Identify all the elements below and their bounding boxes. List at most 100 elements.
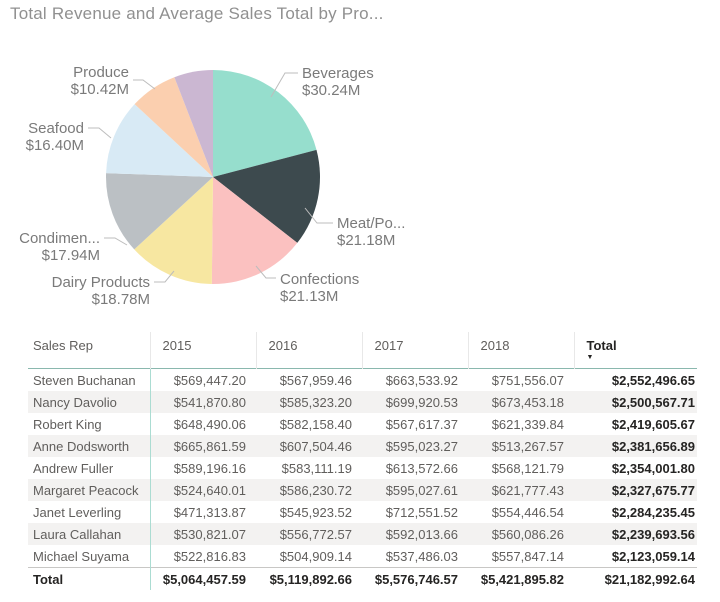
column-header-2018[interactable]: 2018 — [467, 332, 574, 369]
value-cell[interactable]: $583,111.19 — [281, 460, 352, 476]
pie-label-leader-line — [304, 207, 333, 224]
column-header-2015[interactable]: 2015 — [149, 332, 256, 369]
pie-slice-condimen[interactable] — [106, 173, 213, 250]
pie-slice-label: Produce $10.42M — [71, 64, 129, 98]
value-cell[interactable]: $545,923.52 — [279, 504, 352, 520]
pie-slice-label: Condimen... $17.94M — [19, 230, 100, 264]
value-cell[interactable]: $541,870.80 — [173, 394, 246, 410]
value-cell[interactable]: $613,572.66 — [385, 460, 458, 476]
pie-label-leader-line — [88, 127, 112, 139]
value-cell: $5,064,457.59 — [150, 567, 256, 590]
value-cell[interactable]: $648,490.06 — [173, 416, 246, 432]
table-header-row: Sales Rep 2015 2016 2017 2018 Total ▼ — [28, 332, 697, 369]
table-row: Robert King $648,490.06 $582,158.40 $567,61… — [28, 413, 697, 435]
value-cell[interactable]: $699,920.53 — [385, 394, 458, 410]
value-cell[interactable]: $2,381,656.89 — [611, 438, 695, 454]
sales-table: Sales Rep 2015 2016 2017 2018 Total ▼ Steven B… — [28, 332, 697, 590]
sales-rep-name[interactable]: Nancy Davolio — [28, 391, 151, 413]
sales-rep-name[interactable]: Steven Buchanan — [28, 368, 151, 391]
value-cell[interactable]: $2,327,675.77 — [611, 482, 695, 498]
value-cell[interactable]: $568,121.79 — [491, 460, 564, 476]
value-cell[interactable]: $471,313.87 — [173, 504, 246, 520]
value-cell[interactable]: $751,556.07 — [491, 372, 564, 388]
value-cell[interactable]: $560,086.26 — [491, 526, 564, 542]
table-row: Laura Callahan $530,821.07 $556,772.57 $592… — [28, 523, 697, 545]
value-cell: $5,421,895.82 — [468, 567, 574, 590]
column-header-sales-rep[interactable]: Sales Rep — [33, 338, 93, 353]
pie-label-leader-line — [154, 270, 175, 283]
value-cell[interactable]: $504,909.14 — [279, 548, 352, 564]
value-cell[interactable]: $513,267.57 — [491, 438, 564, 454]
value-cell[interactable]: $2,123,059.14 — [611, 548, 695, 564]
pie-label-leader-line — [133, 79, 156, 90]
value-cell[interactable]: $595,027.61 — [385, 482, 458, 498]
pie-label-leader-line — [255, 265, 276, 279]
value-cell[interactable]: $712,551.52 — [385, 504, 458, 520]
pie-slice-meat-po[interactable] — [213, 149, 320, 243]
sales-rep-name[interactable]: Anne Dodsworth — [28, 435, 151, 457]
matrix-table: Sales Rep 2015 2016 2017 2018 Total ▼ Steven B… — [28, 332, 697, 590]
pie-slice-label: Meat/Po... $21.18M — [337, 215, 405, 249]
value-cell[interactable]: $556,772.57 — [279, 526, 352, 542]
value-cell[interactable]: $2,354,001.80 — [611, 460, 695, 476]
value-cell[interactable]: $557,847.14 — [491, 548, 564, 564]
value-cell: $5,576,746.57 — [362, 567, 468, 590]
pie-label-leader-line — [270, 72, 298, 98]
value-cell[interactable]: $567,617.37 — [385, 416, 458, 432]
value-cell[interactable]: $621,777.43 — [491, 482, 564, 498]
pie-slice-label: Beverages $30.24M — [302, 65, 374, 99]
sales-rep-name[interactable]: Michael Suyama — [28, 545, 151, 568]
value-cell[interactable]: $2,239,693.56 — [611, 526, 695, 542]
table-row: Michael Suyama $522,816.83 $504,909.14 $537… — [28, 545, 697, 568]
table-row: Steven Buchanan $569,447.20 $567,959.46 $66… — [28, 368, 697, 391]
sales-rep-name[interactable]: Robert King — [28, 413, 151, 435]
value-cell[interactable]: $595,023.27 — [385, 438, 458, 454]
pie-slice-label: Confections $21.13M — [280, 271, 359, 305]
column-header-label: Total — [586, 338, 617, 353]
page-title: Total Revenue and Average Sales Total by… — [10, 4, 384, 23]
column-header-total[interactable]: Total ▼ — [573, 332, 697, 369]
value-cell[interactable]: $673,453.18 — [491, 394, 564, 410]
pie-slice-dairy-products[interactable] — [134, 177, 213, 284]
total-row-label: Total — [28, 567, 151, 590]
value-cell[interactable]: $569,447.20 — [173, 372, 246, 388]
pie-slice-produce[interactable] — [134, 77, 213, 177]
pie-chart[interactable]: Beverages $30.24M Meat/Po... $21.18M Confect… — [0, 30, 720, 320]
value-cell[interactable]: $665,861.59 — [173, 438, 246, 454]
value-cell[interactable]: $592,013.66 — [385, 526, 458, 542]
value-cell[interactable]: $2,284,235.45 — [611, 504, 695, 520]
value-cell[interactable]: $585,323.20 — [279, 394, 352, 410]
pie-slice-beverages[interactable] — [213, 70, 317, 177]
value-cell[interactable]: $524,640.01 — [173, 482, 246, 498]
value-cell[interactable]: $586,230.72 — [279, 482, 352, 498]
value-cell[interactable]: $530,821.07 — [173, 526, 246, 542]
pie-slice-seafood[interactable] — [106, 104, 213, 177]
pie-slice-label: Seafood $16.40M — [26, 120, 84, 154]
value-cell[interactable]: $537,486.03 — [385, 548, 458, 564]
table-row: Janet Leverling $471,313.87 $545,923.52 $71… — [28, 501, 697, 523]
value-cell[interactable]: $663,533.92 — [385, 372, 458, 388]
sales-rep-name[interactable]: Margaret Peacock — [28, 479, 151, 501]
sales-rep-name[interactable]: Andrew Fuller — [28, 457, 151, 479]
value-cell[interactable]: $554,446.54 — [491, 504, 564, 520]
value-cell[interactable]: $607,504.46 — [279, 438, 352, 454]
value-cell[interactable]: $567,959.46 — [279, 372, 352, 388]
value-cell[interactable]: $582,158.40 — [279, 416, 352, 432]
pie-label-leader-line — [104, 237, 128, 246]
value-cell[interactable]: $589,196.16 — [173, 460, 246, 476]
pie-slice-unlabeled-8[interactable] — [174, 70, 213, 177]
value-cell: $5,119,892.66 — [256, 567, 362, 590]
pie-slice-confections[interactable] — [211, 177, 298, 284]
sales-rep-name[interactable]: Laura Callahan — [28, 523, 151, 545]
value-cell[interactable]: $2,419,605.67 — [611, 416, 695, 432]
value-cell[interactable]: $621,339.84 — [491, 416, 564, 432]
table-row: Andrew Fuller $589,196.16 $583,111.19 $613,… — [28, 457, 697, 479]
column-header-2017[interactable]: 2017 — [361, 332, 468, 369]
column-header-2016[interactable]: 2016 — [255, 332, 362, 369]
value-cell[interactable]: $2,552,496.65 — [611, 372, 695, 388]
sales-rep-name[interactable]: Janet Leverling — [28, 501, 151, 523]
value-cell[interactable]: $2,500,567.71 — [611, 394, 695, 410]
table-total-row: Total $5,064,457.59 $5,119,892.66 $5,576,74… — [28, 567, 697, 590]
value-cell[interactable]: $522,816.83 — [173, 548, 246, 564]
table-row: Anne Dodsworth $665,861.59 $607,504.46 $595… — [28, 435, 697, 457]
